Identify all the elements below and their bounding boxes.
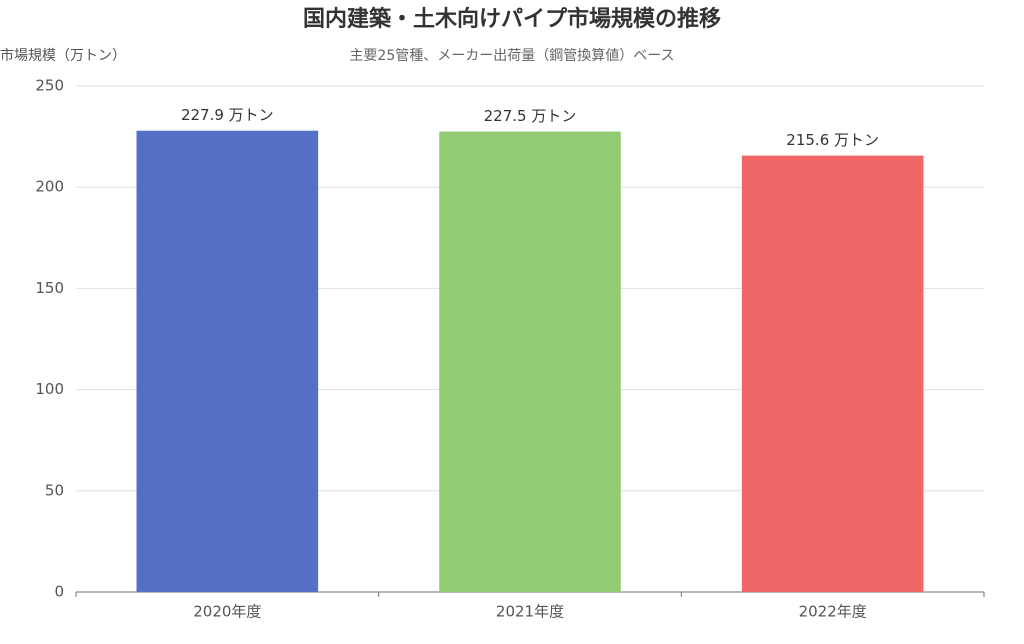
y-tick-label: 100: [35, 380, 64, 398]
bar: [136, 130, 319, 592]
chart-subtitle: 主要25管種、メーカー出荷量（鋼管換算値）ベース: [349, 48, 674, 64]
y-tick-label: 200: [35, 178, 64, 196]
bar: [741, 155, 924, 592]
data-label: 227.5 万トン: [484, 107, 577, 125]
x-tick-label: 2021年度: [496, 603, 564, 621]
y-tick-label: 0: [54, 583, 64, 601]
y-tick-label: 150: [35, 279, 64, 297]
y-tick-label: 50: [45, 481, 64, 499]
y-axis-label: 市場規模（万トン）: [0, 47, 126, 64]
x-tick-label: 2022年度: [799, 603, 867, 621]
data-label: 227.9 万トン: [181, 106, 274, 124]
chart-title: 国内建築・土木向けパイプ市場規模の推移: [303, 6, 721, 32]
y-tick-label: 250: [35, 77, 64, 95]
x-tick-label: 2020年度: [193, 603, 261, 621]
data-label: 215.6 万トン: [786, 131, 879, 149]
bar: [439, 131, 621, 593]
